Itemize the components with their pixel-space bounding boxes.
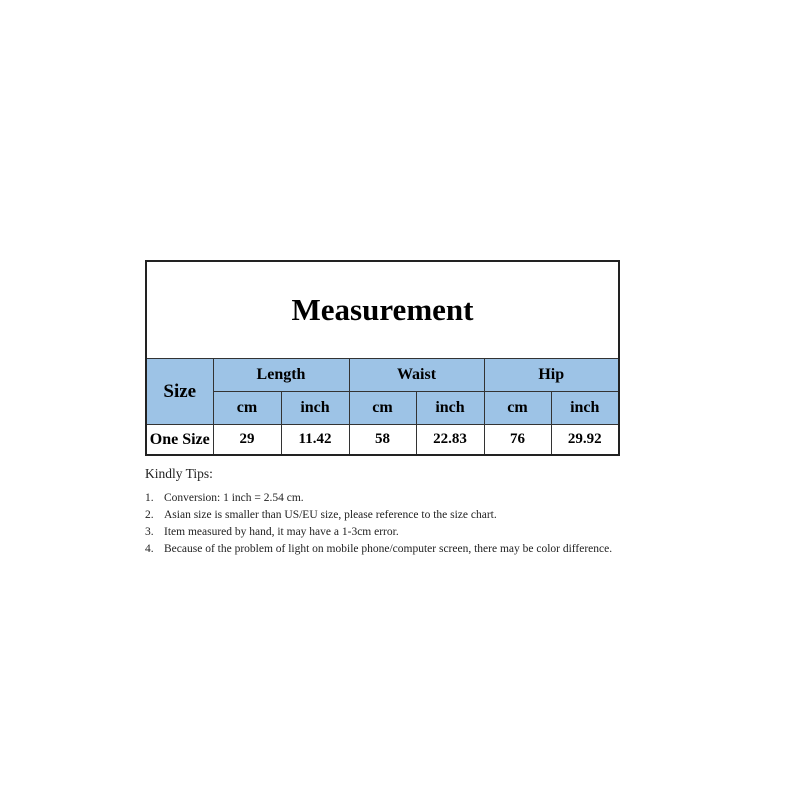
size-header: Size — [145, 358, 214, 425]
value-cell: 29 — [212, 424, 282, 456]
tip-number: 4. — [145, 543, 154, 555]
value-cell: 76 — [483, 424, 552, 456]
unit-header: inch — [550, 391, 620, 425]
tip-number: 3. — [145, 526, 154, 538]
unit-header: cm — [348, 391, 417, 425]
tip-item: 3. Item measured by hand, it may have a 1… — [145, 524, 634, 541]
tip-item: 4. Because of the problem of light on mob… — [145, 541, 634, 558]
unit-header: cm — [483, 391, 552, 425]
tip-text: Asian size is smaller than US/EU size, p… — [164, 509, 497, 521]
value-cell: 58 — [348, 424, 417, 456]
measurement-table: Measurement Size Length Waist Hip cm inc… — [145, 260, 620, 456]
group-header-waist: Waist — [348, 358, 485, 392]
tip-text: Because of the problem of light on mobil… — [164, 543, 613, 555]
value-cell: 29.92 — [550, 424, 620, 456]
unit-header: cm — [212, 391, 282, 425]
table-title: Measurement — [145, 260, 620, 359]
unit-header: inch — [280, 391, 350, 425]
unit-header: inch — [415, 391, 485, 425]
tip-text: Item measured by hand, it may have a 1-3… — [164, 526, 399, 538]
tip-item: 2. Asian size is smaller than US/EU size,… — [145, 507, 634, 524]
value-cell: 22.83 — [415, 424, 485, 456]
tip-text: Conversion: 1 inch = 2.54 cm. — [164, 492, 304, 504]
tips-list: 1. Conversion: 1 inch = 2.54 cm. 2. Asian … — [145, 490, 634, 558]
table-row: One Size 29 11.42 58 22.83 76 29.92 — [145, 424, 620, 456]
group-header-length: Length — [212, 358, 350, 392]
size-cell: One Size — [145, 424, 214, 456]
value-cell: 11.42 — [280, 424, 350, 456]
tips-heading: Kindly Tips: — [145, 466, 213, 481]
tip-number: 1. — [145, 492, 154, 504]
kindly-tips: Kindly Tips: 1. Conversion: 1 inch = 2.54… — [145, 466, 634, 558]
group-header-hip: Hip — [483, 358, 620, 392]
tip-item: 1. Conversion: 1 inch = 2.54 cm. — [145, 490, 634, 507]
tip-number: 2. — [145, 509, 154, 521]
